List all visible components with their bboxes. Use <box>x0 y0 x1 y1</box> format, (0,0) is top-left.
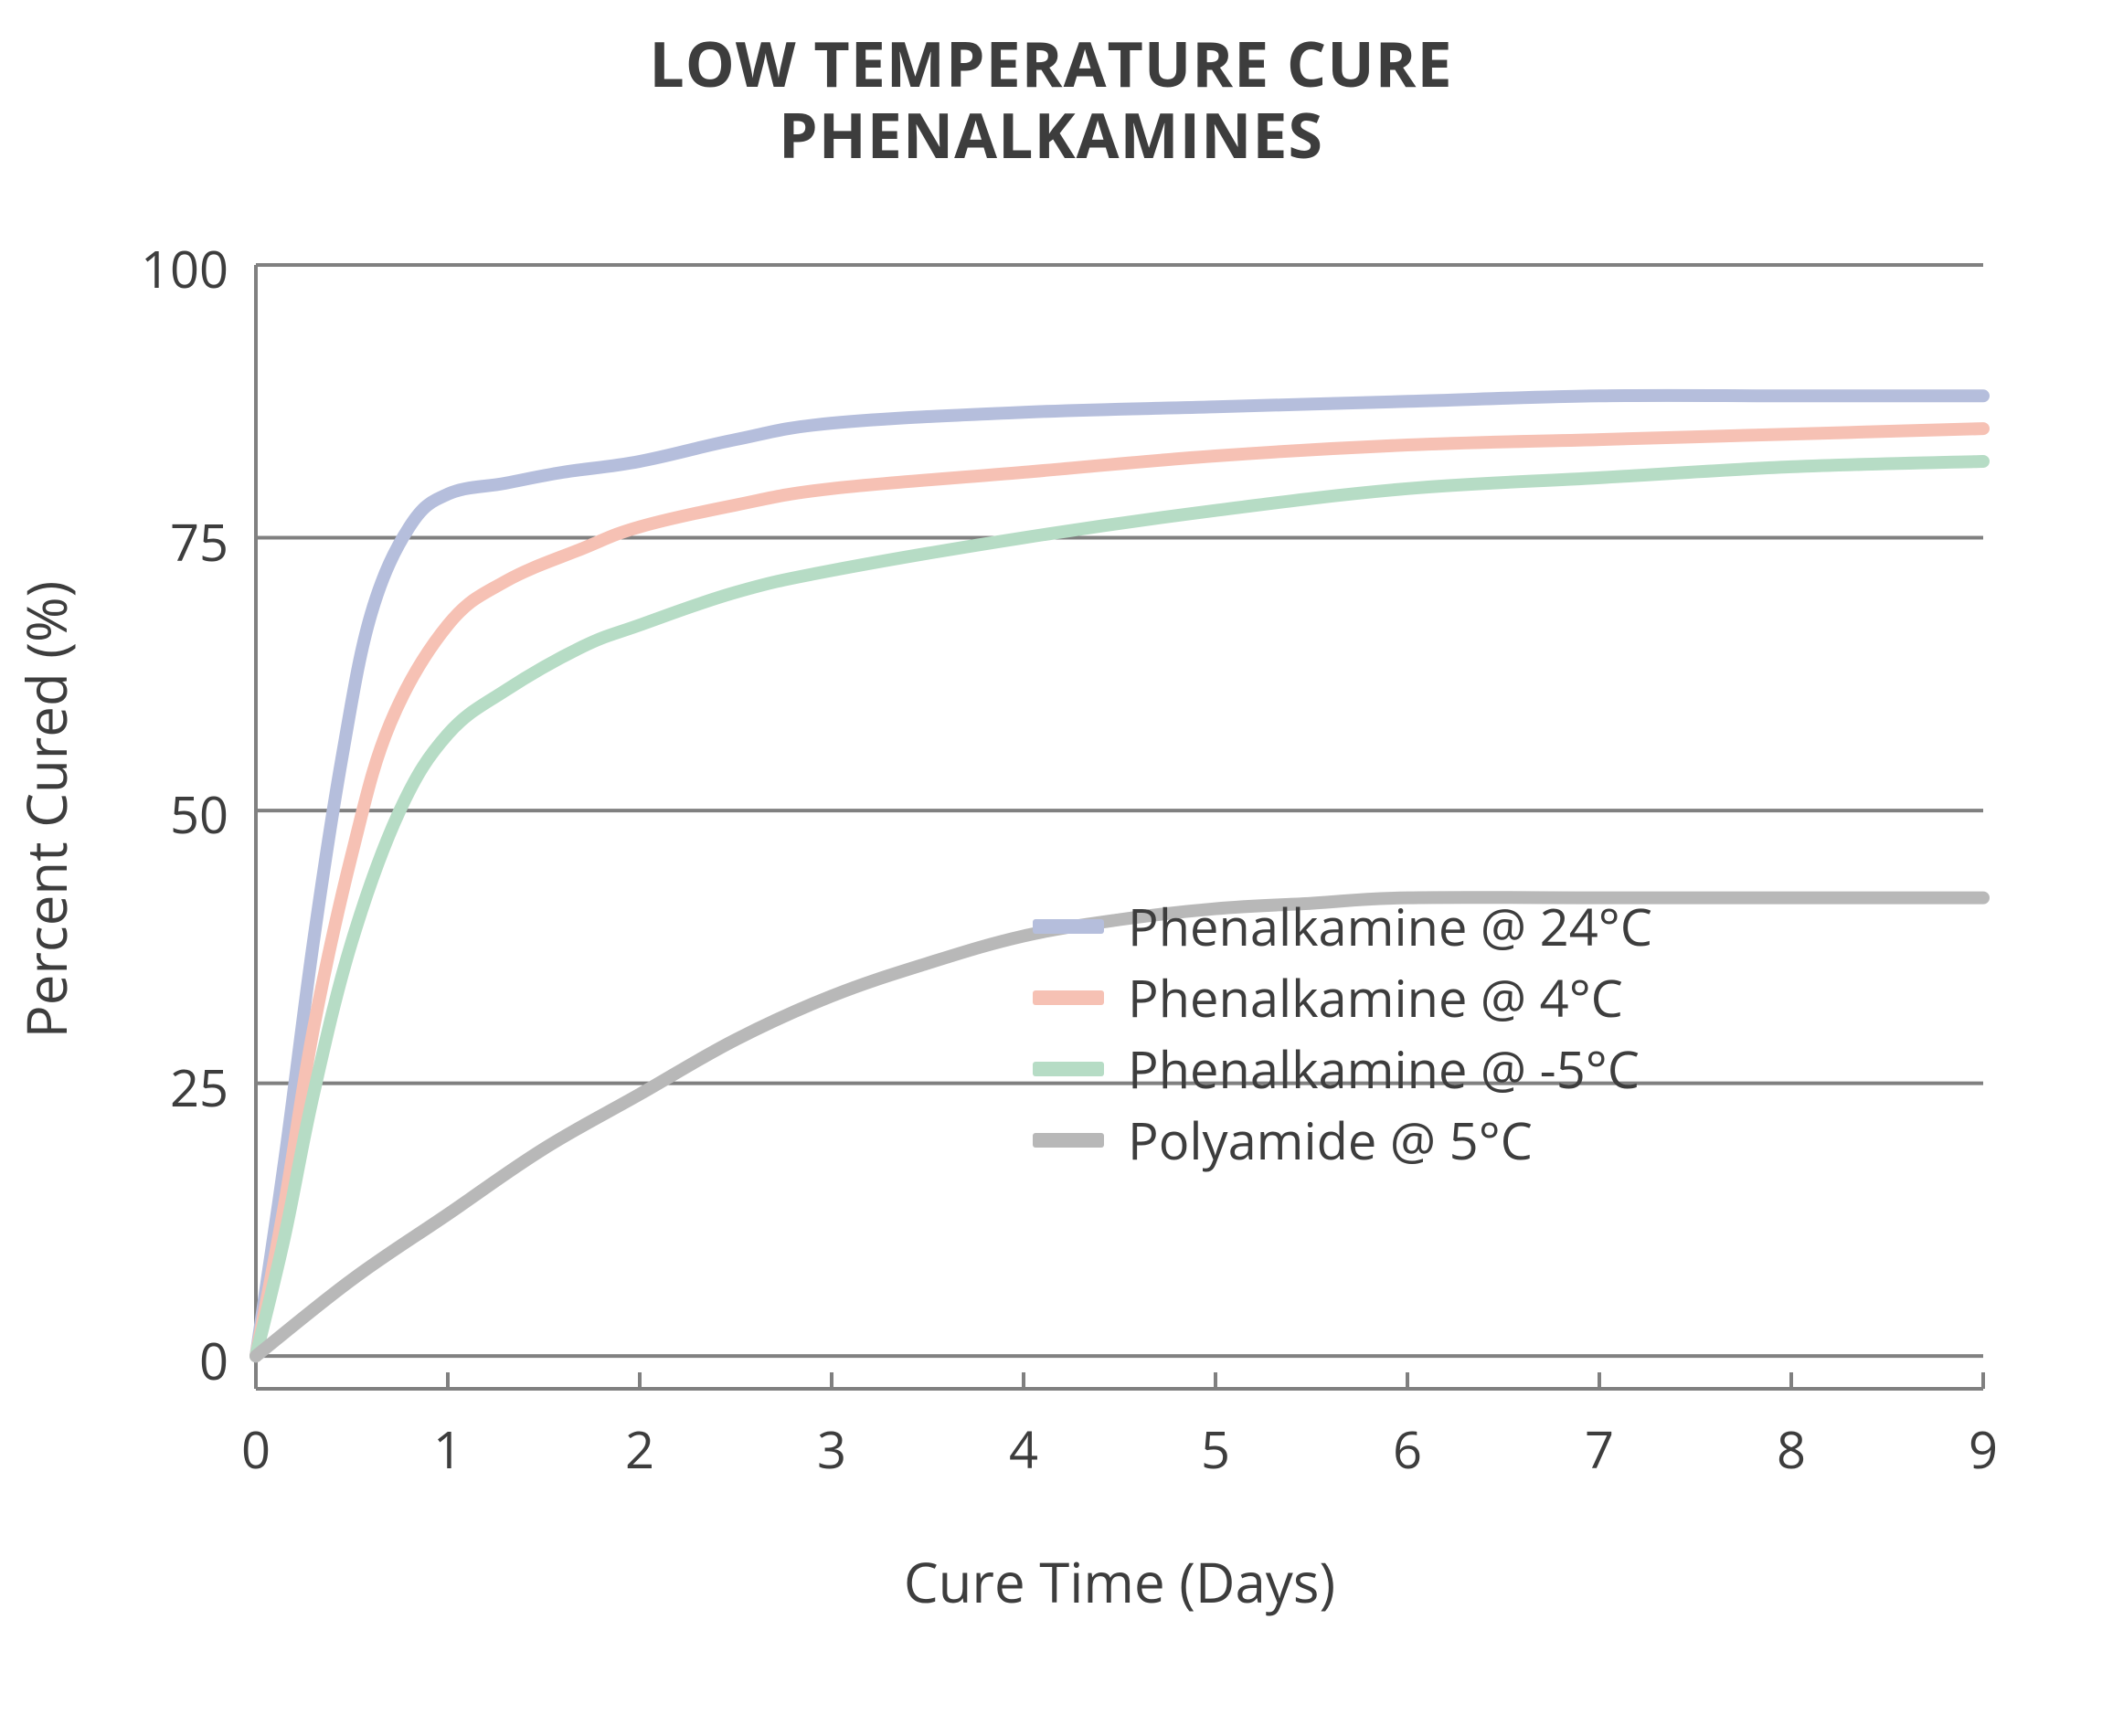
x-tick-label: 2 <box>621 1414 658 1484</box>
legend-label: Phenalkamine @ -5°C <box>1128 1034 1640 1104</box>
x-tick-label: 0 <box>238 1414 274 1484</box>
chart-container: LOW TEMPERATURE CURE PHENALKAMINES 02550… <box>0 0 2102 1736</box>
legend-swatch <box>1033 1062 1104 1076</box>
y-tick-label: 50 <box>170 779 228 849</box>
legend-item: Polyamide @ 5°C <box>1033 1105 1652 1176</box>
x-tick-label: 1 <box>430 1414 466 1484</box>
x-axis-label: Cure Time (Days) <box>256 1544 1983 1619</box>
x-tick-label: 9 <box>1965 1414 2001 1484</box>
legend-item: Phenalkamine @ 4°C <box>1033 962 1652 1033</box>
y-tick-label: 0 <box>199 1326 228 1395</box>
x-tick-label: 3 <box>813 1414 850 1484</box>
legend-label: Polyamide @ 5°C <box>1128 1106 1533 1175</box>
legend-swatch <box>1033 990 1104 1005</box>
legend-item: Phenalkamine @ 24°C <box>1033 891 1652 962</box>
legend-swatch <box>1033 1133 1104 1148</box>
y-axis-label: Percent Cured (%) <box>8 248 83 1371</box>
x-tick-label: 5 <box>1197 1414 1234 1484</box>
legend-label: Phenalkamine @ 24°C <box>1128 892 1652 961</box>
x-tick-label: 7 <box>1581 1414 1618 1484</box>
x-tick-label: 6 <box>1389 1414 1426 1484</box>
y-tick-label: 100 <box>141 234 228 303</box>
x-tick-label: 8 <box>1773 1414 1810 1484</box>
y-tick-label: 75 <box>170 507 228 577</box>
x-tick-label: 4 <box>1005 1414 1042 1484</box>
legend-swatch <box>1033 919 1104 934</box>
legend-item: Phenalkamine @ -5°C <box>1033 1033 1652 1105</box>
chart-legend: Phenalkamine @ 24°CPhenalkamine @ 4°CPhe… <box>1033 891 1652 1176</box>
legend-label: Phenalkamine @ 4°C <box>1128 963 1623 1032</box>
y-tick-label: 25 <box>170 1053 228 1122</box>
